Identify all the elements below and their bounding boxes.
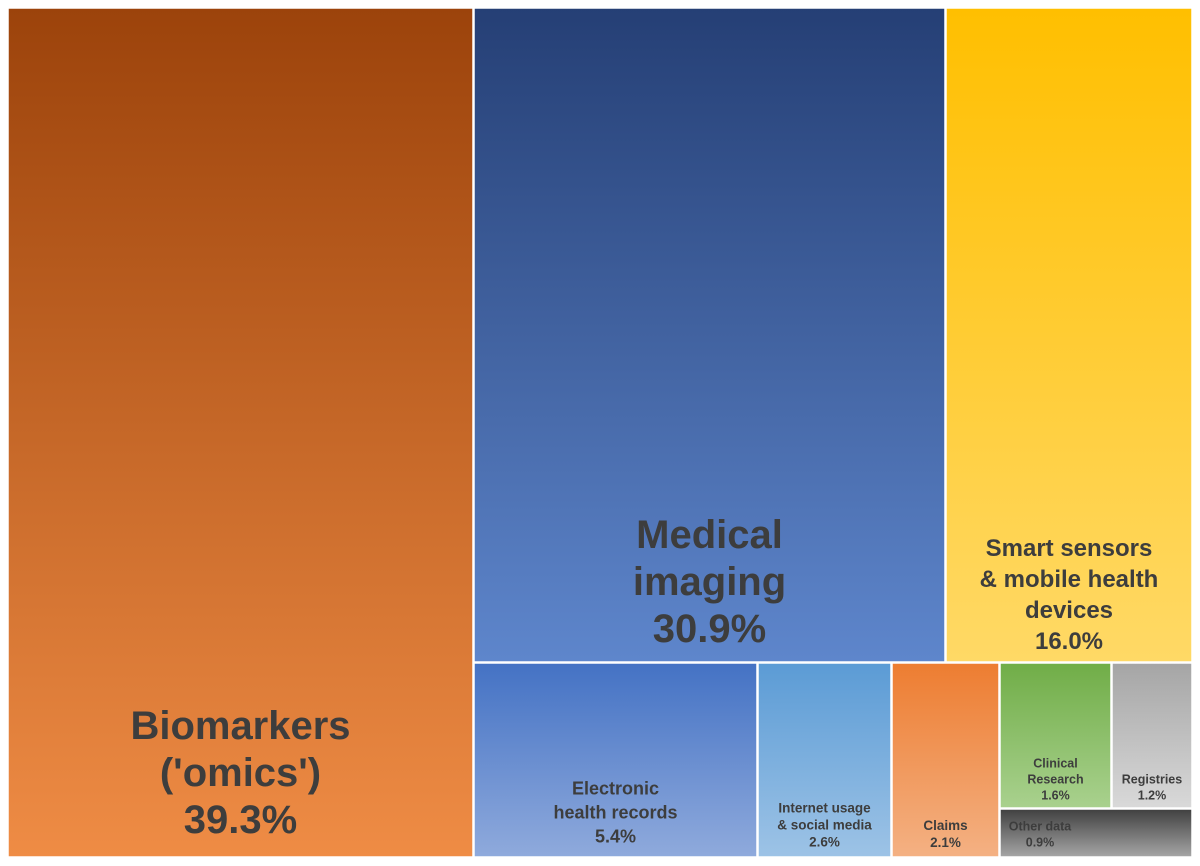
tile-label-medical-imaging-2: 30.9% xyxy=(653,607,766,651)
tile-label-internet-usage-1: & social media xyxy=(777,818,872,833)
tile-rect-smart-sensors xyxy=(945,7,1193,663)
tile-rect-other-data xyxy=(999,808,1193,858)
tile-rect-ehr xyxy=(473,662,758,858)
tile-rect-clinical-research xyxy=(999,662,1112,809)
tile-label-ehr-0: Electronic xyxy=(572,778,659,798)
tile-label-internet-usage-0: Internet usage xyxy=(778,801,871,816)
tile-clinical-research: Clinical Research 1.6% xyxy=(999,662,1112,809)
tile-label-ehr-1: health records xyxy=(553,802,677,822)
tile-label-other-data-1: 0.9% xyxy=(1026,835,1055,849)
tile-other-data: Other data 0.9% xyxy=(999,808,1193,858)
tile-label-ehr-2: 5.4% xyxy=(595,826,636,846)
tile-rect-biomarkers xyxy=(7,7,474,858)
tile-smart-sensors: Smart sensors & mobile health devices 16.0% xyxy=(945,7,1193,663)
tile-label-internet-usage-2: 2.6% xyxy=(809,835,840,850)
tile-label-smart-sensors-2: devices xyxy=(1025,597,1113,624)
tile-internet-usage: Internet usage & social media 2.6% xyxy=(757,662,892,858)
tile-label-clinical-research-2: 1.6% xyxy=(1041,788,1070,802)
tile-claims: Claims 2.1% xyxy=(891,662,1000,858)
tile-label-smart-sensors-1: & mobile health xyxy=(980,566,1159,593)
tile-rect-internet-usage xyxy=(757,662,892,858)
tile-ehr: Electronic health records 5.4% xyxy=(473,662,758,858)
tile-label-registries-1: 1.2% xyxy=(1138,788,1167,802)
tile-label-claims-1: 2.1% xyxy=(930,835,961,850)
tile-label-clinical-research-0: Clinical xyxy=(1033,756,1077,770)
tile-label-medical-imaging-1: imaging xyxy=(633,560,786,604)
tile-label-biomarkers-2: 39.3% xyxy=(184,798,297,842)
tile-label-medical-imaging-0: Medical xyxy=(636,513,783,557)
tile-label-other-data-0: Other data xyxy=(1009,819,1073,833)
tile-label-biomarkers-0: Biomarkers xyxy=(130,704,350,748)
tile-rect-claims xyxy=(891,662,1000,858)
tile-label-claims-0: Claims xyxy=(923,818,967,833)
tile-label-registries-0: Registries xyxy=(1122,772,1182,786)
tile-rect-registries xyxy=(1111,662,1193,809)
tile-registries: Registries 1.2% xyxy=(1111,662,1193,809)
tile-biomarkers: Biomarkers('omics')39.3% xyxy=(7,7,474,858)
tile-rect-medical-imaging xyxy=(473,7,946,663)
tile-label-biomarkers-1: ('omics') xyxy=(160,751,321,795)
tile-label-clinical-research-1: Research xyxy=(1027,772,1083,786)
tile-label-smart-sensors-0: Smart sensors xyxy=(986,535,1153,562)
tile-label-smart-sensors-3: 16.0% xyxy=(1035,628,1103,655)
